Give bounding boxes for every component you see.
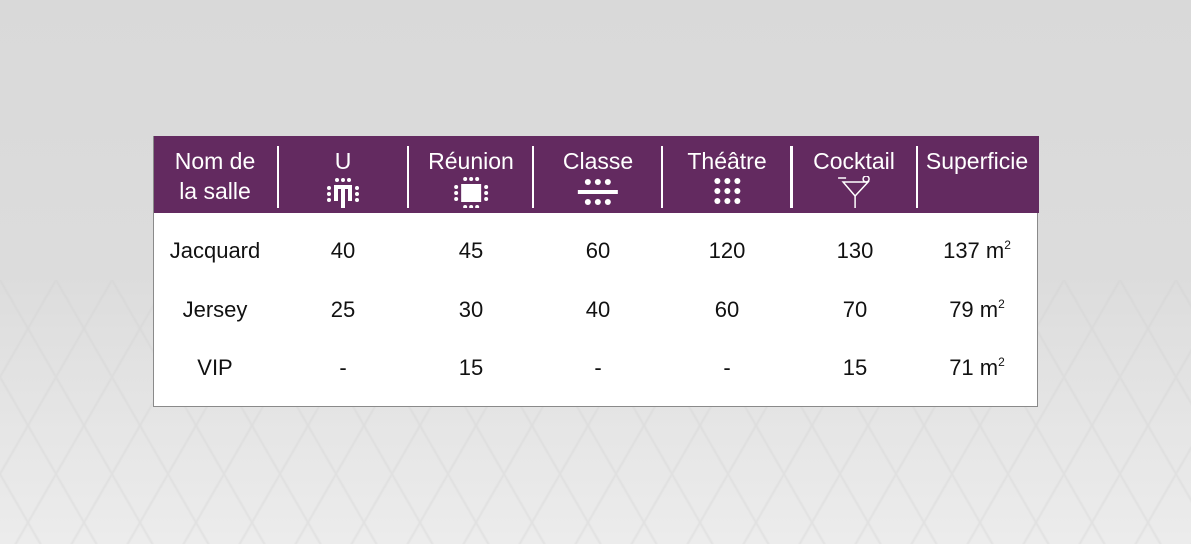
cell-theatre: 120 — [708, 238, 746, 263]
table-header: Nom de la salle U Réunion — [154, 136, 1039, 213]
cell-u: 25 — [330, 297, 356, 322]
header-superficie-label: Superficie — [925, 148, 1029, 174]
cell-u: 40 — [330, 238, 356, 263]
area-exponent: 2 — [1004, 238, 1011, 252]
header-cocktail: Cocktail — [813, 136, 895, 213]
column-divider — [661, 146, 663, 208]
area-value: 71 m — [949, 355, 999, 380]
header-room-name-line1: Nom de — [174, 148, 256, 174]
cell-classe: 40 — [585, 297, 611, 322]
cocktail-glass-icon — [838, 176, 870, 208]
cell-reunion: 15 — [458, 355, 484, 380]
column-divider — [532, 146, 534, 208]
column-divider — [407, 146, 409, 208]
header-reunion: Réunion — [428, 136, 514, 213]
cell-cocktail: 15 — [842, 355, 868, 380]
room-name: Jacquard — [169, 238, 261, 263]
header-u: U — [323, 136, 363, 213]
cell-u: - — [339, 355, 347, 380]
column-divider — [916, 146, 918, 208]
header-classe-label: Classe — [562, 148, 634, 174]
header-superficie: Superficie — [926, 136, 1028, 213]
classroom-layout-icon — [578, 179, 618, 205]
cell-classe: - — [594, 355, 602, 380]
header-room-name: Nom de la salle — [175, 136, 256, 213]
cell-superficie: 137 m2 — [943, 238, 1011, 264]
cell-reunion: 30 — [458, 297, 484, 322]
cell-theatre: 60 — [714, 297, 740, 322]
room-name: VIP — [197, 355, 233, 380]
room-name: Jersey — [182, 297, 248, 322]
cell-classe: 60 — [585, 238, 611, 263]
header-u-label: U — [334, 148, 352, 174]
header-classe: Classe — [563, 136, 633, 213]
column-divider — [277, 146, 279, 208]
area-value: 137 m — [943, 238, 1005, 263]
cell-reunion: 45 — [458, 238, 484, 263]
header-reunion-label: Réunion — [428, 148, 514, 174]
header-cocktail-label: Cocktail — [813, 148, 895, 174]
cell-cocktail: 130 — [836, 238, 874, 263]
header-theatre-label: Théâtre — [687, 148, 767, 174]
area-value: 79 m — [949, 297, 999, 322]
boardroom-layout-icon — [454, 177, 488, 208]
theatre-layout-icon — [713, 178, 740, 204]
cell-theatre: - — [723, 355, 731, 380]
area-exponent: 2 — [998, 355, 1005, 369]
u-shape-layout-icon — [327, 178, 359, 208]
cell-cocktail: 70 — [842, 297, 868, 322]
header-theatre: Théâtre — [687, 136, 767, 213]
header-room-name-line2: la salle — [179, 178, 251, 204]
column-divider — [790, 146, 793, 208]
cell-superficie: 71 m2 — [949, 355, 1005, 381]
room-capacity-table: Nom de la salle U Réunion — [153, 136, 1039, 407]
area-exponent: 2 — [998, 297, 1005, 311]
cell-superficie: 79 m2 — [949, 297, 1005, 323]
